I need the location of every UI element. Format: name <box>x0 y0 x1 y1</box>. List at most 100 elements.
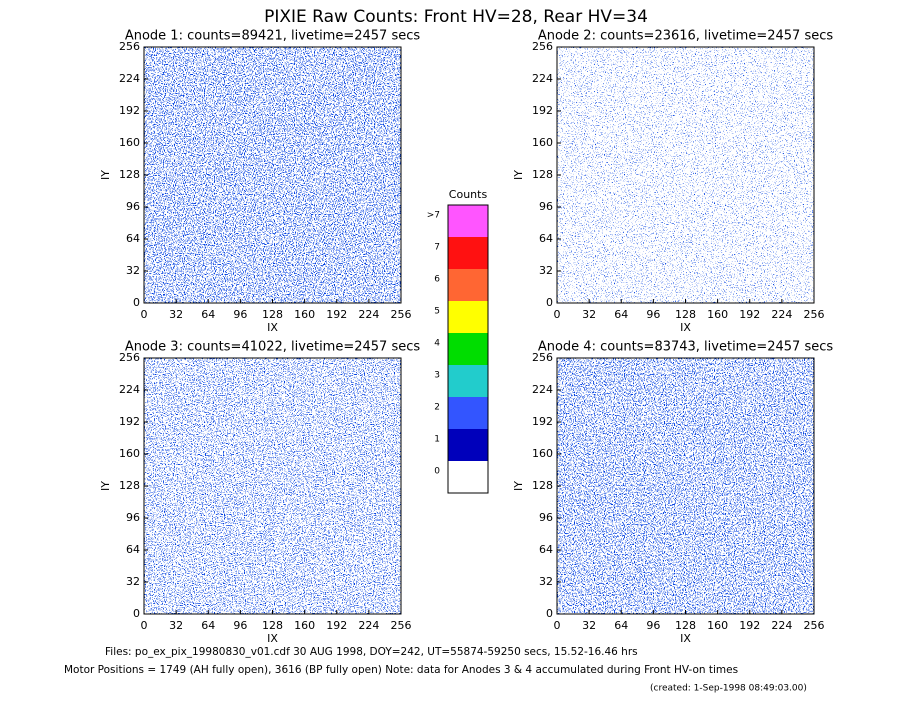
x-tick-label: 192 <box>326 308 347 321</box>
y-tick-label: 64 <box>126 543 140 556</box>
x-axis-label: IX <box>267 321 278 334</box>
colorbar-label: 6 <box>434 275 440 285</box>
colorbar-cell <box>448 365 488 397</box>
colorbar-cell <box>448 237 488 269</box>
image-texture <box>144 47 401 303</box>
y-tick-label: 224 <box>532 383 553 396</box>
y-tick-label: 192 <box>532 104 553 117</box>
x-tick-label: 256 <box>804 308 825 321</box>
colorbar-label: 5 <box>434 307 440 317</box>
x-tick-label: 192 <box>326 619 347 632</box>
colorbar-cell <box>448 333 488 365</box>
y-tick-label: 64 <box>126 232 140 245</box>
colorbar-cell <box>448 269 488 301</box>
y-tick-label: 256 <box>532 40 553 53</box>
footer-motor: Motor Positions = 1749 (AH fully open), … <box>64 664 738 676</box>
y-tick-label: 160 <box>119 136 140 149</box>
colorbar-cell <box>448 429 488 461</box>
x-tick-label: 128 <box>675 619 696 632</box>
y-tick-label: 64 <box>539 232 553 245</box>
y-tick-label: 160 <box>119 447 140 460</box>
x-tick-label: 32 <box>169 619 183 632</box>
colorbar-frame <box>447 204 489 494</box>
x-tick-label: 64 <box>614 619 628 632</box>
y-axis-label: IY <box>99 481 112 491</box>
y-tick-label: 0 <box>546 607 553 620</box>
y-tick-label: 256 <box>119 351 140 364</box>
panel-title: Anode 2: counts=23616, livetime=2457 sec… <box>538 29 834 44</box>
y-tick-label: 32 <box>126 575 140 588</box>
y-tick-label: 0 <box>133 607 140 620</box>
footer-created: (created: 1-Sep-1998 08:49:03.00) <box>650 684 807 694</box>
x-tick-label: 128 <box>262 308 283 321</box>
x-tick-label: 64 <box>201 619 215 632</box>
y-tick-label: 192 <box>532 415 553 428</box>
y-tick-label: 192 <box>119 104 140 117</box>
image-texture <box>144 358 401 614</box>
image-texture <box>557 47 814 303</box>
colorbar-cell <box>448 397 488 429</box>
x-tick-label: 96 <box>646 619 660 632</box>
y-tick-label: 160 <box>532 447 553 460</box>
y-tick-label: 96 <box>126 200 140 213</box>
x-tick-label: 160 <box>294 619 315 632</box>
page-title: PIXIE Raw Counts: Front HV=28, Rear HV=3… <box>264 7 648 27</box>
x-axis-label: IX <box>680 632 691 645</box>
y-tick-label: 128 <box>532 479 553 492</box>
image-texture <box>557 358 814 614</box>
x-tick-label: 96 <box>646 308 660 321</box>
y-tick-label: 128 <box>119 168 140 181</box>
x-tick-label: 192 <box>739 308 760 321</box>
y-tick-label: 224 <box>119 72 140 85</box>
y-tick-label: 256 <box>532 351 553 364</box>
x-tick-label: 96 <box>233 619 247 632</box>
footer-files: Files: po_ex_pix_19980830_v01.cdf 30 AUG… <box>105 646 638 658</box>
x-tick-label: 96 <box>233 308 247 321</box>
x-tick-label: 256 <box>391 619 412 632</box>
x-tick-label: 224 <box>358 619 379 632</box>
x-tick-label: 160 <box>294 308 315 321</box>
x-tick-label: 256 <box>391 308 412 321</box>
colorbar-label: 1 <box>434 435 440 445</box>
panel-title: Anode 3: counts=41022, livetime=2457 sec… <box>125 340 421 355</box>
x-tick-label: 0 <box>141 308 148 321</box>
y-tick-label: 192 <box>119 415 140 428</box>
panel-title: Anode 4: counts=83743, livetime=2457 sec… <box>538 340 834 355</box>
colorbar-label: >7 <box>427 211 440 221</box>
colorbar-cell <box>448 205 488 237</box>
x-tick-label: 32 <box>582 619 596 632</box>
colorbar-title: Counts <box>449 188 488 201</box>
x-tick-label: 160 <box>707 619 728 632</box>
colorbar-label: 4 <box>434 339 440 349</box>
x-tick-label: 0 <box>141 619 148 632</box>
y-tick-label: 224 <box>119 383 140 396</box>
y-tick-label: 128 <box>119 479 140 492</box>
y-tick-label: 32 <box>126 264 140 277</box>
y-tick-label: 96 <box>539 511 553 524</box>
x-tick-label: 32 <box>582 308 596 321</box>
x-tick-label: 192 <box>739 619 760 632</box>
y-tick-label: 160 <box>532 136 553 149</box>
x-tick-label: 64 <box>201 308 215 321</box>
x-axis-label: IX <box>267 632 278 645</box>
colorbar-label: 2 <box>434 403 440 413</box>
y-tick-label: 0 <box>546 296 553 309</box>
x-tick-label: 128 <box>675 308 696 321</box>
y-tick-label: 64 <box>539 543 553 556</box>
colorbar-label: 0 <box>434 467 440 477</box>
colorbar-cell <box>448 301 488 333</box>
x-axis-label: IX <box>680 321 691 334</box>
y-tick-label: 32 <box>539 575 553 588</box>
x-tick-label: 224 <box>771 619 792 632</box>
y-tick-label: 256 <box>119 40 140 53</box>
x-tick-label: 160 <box>707 308 728 321</box>
y-axis-label: IY <box>512 481 525 491</box>
y-tick-label: 96 <box>126 511 140 524</box>
x-tick-label: 64 <box>614 308 628 321</box>
x-tick-label: 32 <box>169 308 183 321</box>
x-tick-label: 128 <box>262 619 283 632</box>
x-tick-label: 224 <box>771 308 792 321</box>
y-tick-label: 32 <box>539 264 553 277</box>
y-tick-label: 224 <box>532 72 553 85</box>
y-axis-label: IY <box>512 170 525 180</box>
